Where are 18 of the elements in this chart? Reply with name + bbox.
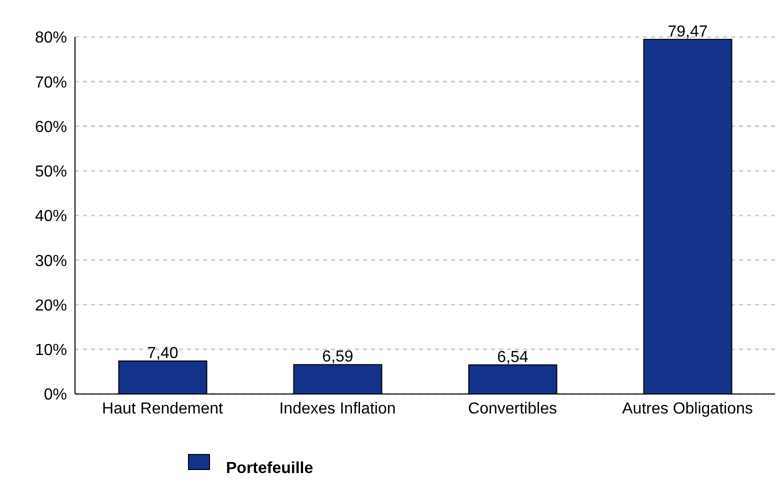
y-tick-label: 70% bbox=[34, 74, 67, 92]
y-tick-label: 20% bbox=[34, 297, 67, 314]
y-tick-label: 30% bbox=[34, 252, 67, 270]
y-tick-label: 80% bbox=[34, 30, 67, 47]
x-tick-label: Haut Rendement bbox=[102, 400, 224, 418]
x-tick-label: Autres Obligations bbox=[622, 400, 753, 418]
y-tick-label: 10% bbox=[34, 342, 67, 360]
data-label: 79,47 bbox=[668, 23, 708, 40]
data-label: 6,59 bbox=[322, 348, 354, 366]
legend-label: Portefeuille bbox=[226, 460, 314, 478]
data-label: 6,54 bbox=[497, 348, 528, 366]
y-tick-label: 50% bbox=[34, 164, 67, 181]
y-tick-label: 0% bbox=[44, 386, 67, 404]
x-tick-label: Indexes Inflation bbox=[279, 400, 396, 418]
y-tick-label: 60% bbox=[34, 118, 67, 136]
x-tick-label: Convertibles bbox=[468, 400, 557, 418]
data-label: 7,40 bbox=[147, 344, 178, 362]
y-tick-label: 40% bbox=[34, 208, 67, 226]
